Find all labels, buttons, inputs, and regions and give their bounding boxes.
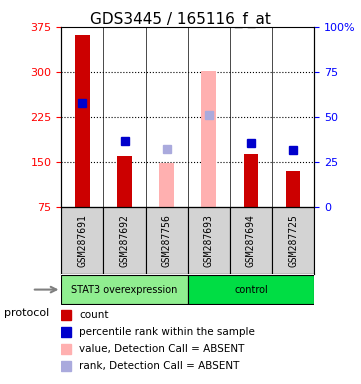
- Text: GSM287693: GSM287693: [204, 214, 214, 267]
- FancyBboxPatch shape: [61, 207, 104, 274]
- Text: GSM287725: GSM287725: [288, 214, 298, 267]
- Text: protocol: protocol: [4, 308, 49, 318]
- Bar: [286, 171, 300, 207]
- FancyBboxPatch shape: [188, 207, 230, 274]
- FancyBboxPatch shape: [272, 207, 314, 274]
- Bar: [159, 163, 174, 207]
- Text: control: control: [234, 285, 268, 295]
- FancyBboxPatch shape: [104, 207, 145, 274]
- Text: value, Detection Call = ABSENT: value, Detection Call = ABSENT: [79, 344, 244, 354]
- Bar: [244, 154, 258, 207]
- FancyBboxPatch shape: [145, 207, 188, 274]
- Text: GDS3445 / 165116_f_at: GDS3445 / 165116_f_at: [90, 12, 271, 28]
- Bar: [117, 156, 132, 207]
- Text: STAT3 overexpression: STAT3 overexpression: [71, 285, 178, 295]
- FancyBboxPatch shape: [61, 275, 188, 305]
- FancyBboxPatch shape: [188, 275, 314, 305]
- Text: GSM287691: GSM287691: [77, 214, 87, 267]
- Text: rank, Detection Call = ABSENT: rank, Detection Call = ABSENT: [79, 361, 239, 371]
- Text: percentile rank within the sample: percentile rank within the sample: [79, 327, 255, 337]
- Text: GSM287756: GSM287756: [162, 214, 172, 267]
- Text: GSM287694: GSM287694: [246, 214, 256, 267]
- Bar: [201, 71, 216, 207]
- Bar: [75, 35, 90, 207]
- Text: count: count: [79, 310, 109, 320]
- Text: GSM287692: GSM287692: [119, 214, 130, 267]
- FancyBboxPatch shape: [230, 207, 272, 274]
